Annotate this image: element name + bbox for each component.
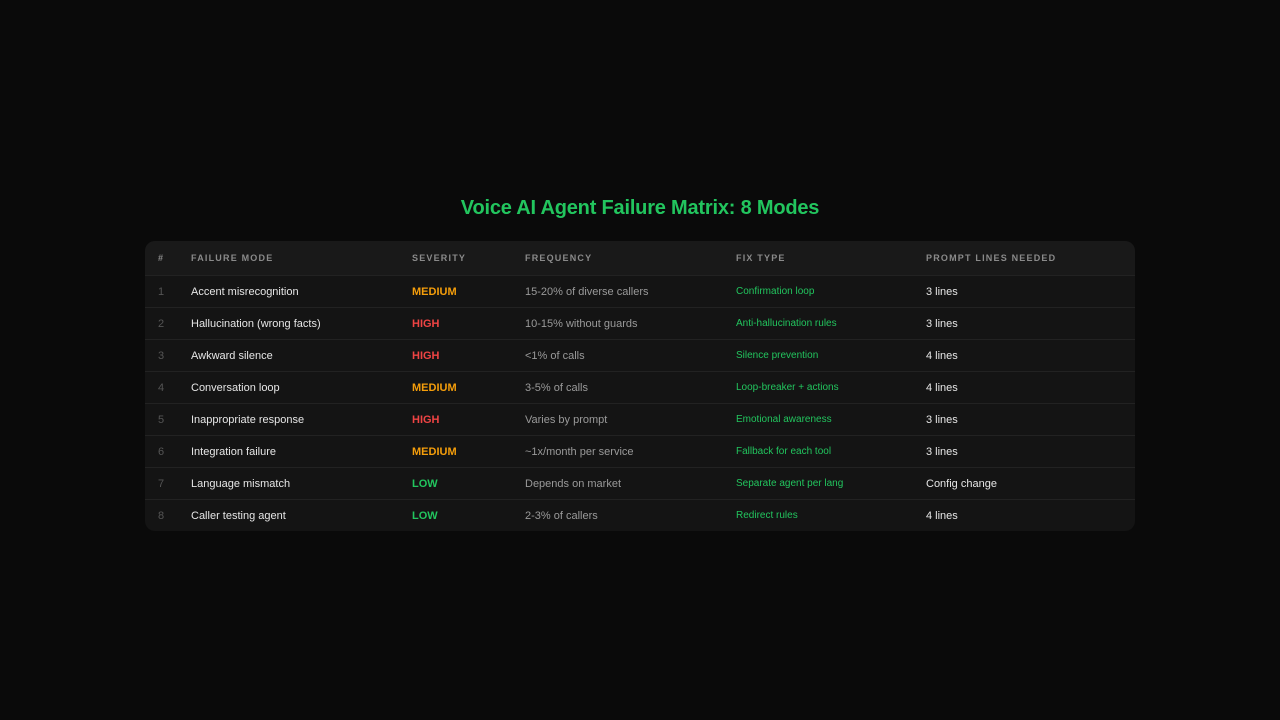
table-row: 8 Caller testing agent LOW 2-3% of callers R… — [145, 499, 1135, 531]
table-header: # FAILURE MODE SEVERITY FREQUENCY FIX TY… — [145, 241, 1135, 275]
fix-type: Separate agent per lang — [736, 478, 844, 489]
frequency: 15-20% of diverse callers — [525, 285, 649, 298]
table-row: 4 Conversation loop MEDIUM 3-5% of calls Loo… — [145, 371, 1135, 403]
severity-badge: LOW — [412, 477, 438, 490]
fix-type: Loop-breaker + actions — [736, 382, 839, 393]
table-row: 1 Accent misrecognition MEDIUM 15-20% of di… — [145, 275, 1135, 307]
prompt-lines: 3 lines — [926, 317, 958, 330]
table-row: 2 Hallucination (wrong facts) HIGH 10-15% w… — [145, 307, 1135, 339]
frequency: <1% of calls — [525, 349, 585, 362]
row-number: 8 — [158, 509, 165, 522]
failure-mode: Inappropriate response — [191, 413, 305, 426]
row-number: 6 — [158, 445, 165, 458]
row-number: 1 — [158, 285, 165, 298]
severity-badge: HIGH — [412, 349, 440, 362]
row-number: 3 — [158, 349, 165, 362]
frequency: 10-15% without guards — [525, 317, 638, 330]
row-number: 2 — [158, 317, 165, 330]
header-prompt-lines: PROMPT LINES NEEDED — [926, 253, 1057, 263]
failure-mode: Conversation loop — [191, 381, 280, 394]
frequency: 2-3% of callers — [525, 509, 598, 522]
fix-type: Redirect rules — [736, 510, 798, 521]
failure-mode: Integration failure — [191, 445, 276, 458]
prompt-lines: 3 lines — [926, 445, 958, 458]
row-number: 4 — [158, 381, 165, 394]
table-row: 7 Language mismatch LOW Depends on market Se… — [145, 467, 1135, 499]
table-row: 5 Inappropriate response HIGH Varies by pro… — [145, 403, 1135, 435]
failure-matrix-table: # FAILURE MODE SEVERITY FREQUENCY FIX TY… — [145, 241, 1135, 531]
fix-type: Fallback for each tool — [736, 446, 832, 457]
failure-mode: Awkward silence — [191, 349, 273, 362]
failure-mode: Language mismatch — [191, 477, 291, 490]
header-fix-type: FIX TYPE — [736, 253, 786, 263]
frequency: 3-5% of calls — [525, 381, 588, 394]
prompt-lines: 3 lines — [926, 413, 958, 426]
fix-type: Anti-hallucination rules — [736, 318, 837, 329]
header-severity: SEVERITY — [412, 253, 467, 263]
row-number: 5 — [158, 413, 165, 426]
severity-badge: MEDIUM — [412, 445, 457, 458]
prompt-lines: 4 lines — [926, 381, 958, 394]
prompt-lines: 4 lines — [926, 509, 958, 522]
header-frequency: FREQUENCY — [525, 253, 593, 263]
severity-badge: MEDIUM — [412, 381, 457, 394]
frequency: Varies by prompt — [525, 413, 608, 426]
prompt-lines: 4 lines — [926, 349, 958, 362]
table-row: 3 Awkward silence HIGH <1% of calls Silence … — [145, 339, 1135, 371]
header-failure-mode: FAILURE MODE — [191, 253, 274, 263]
failure-mode: Hallucination (wrong facts) — [191, 317, 321, 330]
header-number: # — [158, 253, 165, 263]
fix-type: Emotional awareness — [736, 414, 832, 425]
frequency: Depends on market — [525, 477, 621, 490]
severity-badge: MEDIUM — [412, 285, 457, 298]
severity-badge: HIGH — [412, 413, 440, 426]
prompt-lines: Config change — [926, 477, 997, 490]
frequency: ~1x/month per service — [525, 445, 634, 458]
row-number: 7 — [158, 477, 165, 490]
severity-badge: HIGH — [412, 317, 440, 330]
severity-badge: LOW — [412, 509, 438, 522]
prompt-lines: 3 lines — [926, 285, 958, 298]
failure-mode: Caller testing agent — [191, 509, 286, 522]
table-row: 6 Integration failure MEDIUM ~1x/month per … — [145, 435, 1135, 467]
fix-type: Silence prevention — [736, 350, 819, 361]
failure-mode: Accent misrecognition — [191, 285, 299, 298]
page-title: Voice AI Agent Failure Matrix: 8 Modes — [460, 197, 820, 219]
fix-type: Confirmation loop — [736, 286, 815, 297]
